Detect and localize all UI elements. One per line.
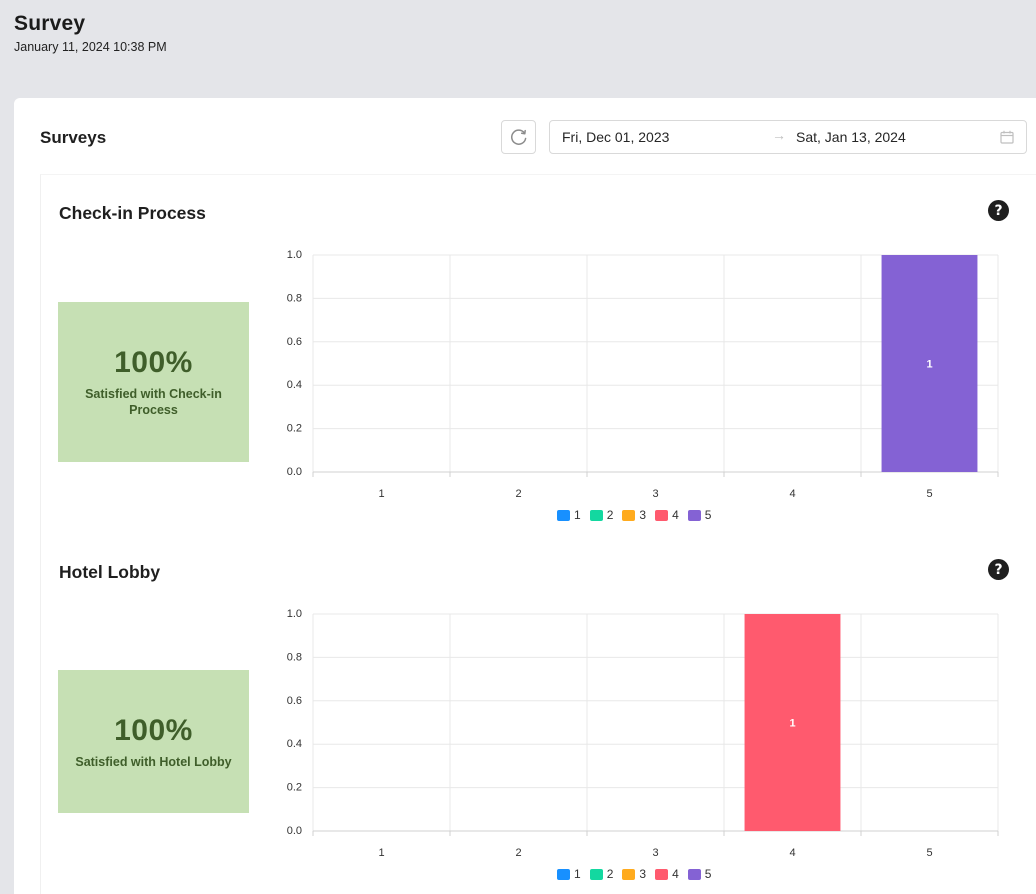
refresh-button[interactable] (501, 120, 536, 154)
x-tick-label: 2 (515, 847, 521, 859)
y-tick-label: 0.6 (287, 336, 302, 348)
x-tick-label: 4 (789, 847, 795, 859)
legend-label: 5 (704, 508, 712, 522)
legend-item[interactable]: 4 (655, 867, 679, 881)
survey-title: Check-in Process (59, 203, 206, 223)
survey-bar-chart: 0.0 0.2 0.4 0.6 0.8 1.0 1 2 3 1 4 5 (287, 608, 999, 859)
legend-swatch (622, 868, 636, 880)
survey-section: Check-in Process ? 100% Satisfied with C… (41, 175, 1036, 535)
survey-list: Check-in Process ? 100% Satisfied with C… (40, 174, 1036, 894)
bar-data-label: 1 (926, 359, 932, 371)
x-tick-label: 1 (378, 488, 384, 500)
legend-swatch (687, 509, 701, 521)
legend-swatch (622, 509, 636, 521)
legend-item[interactable]: 2 (589, 508, 614, 522)
y-tick-label: 0.0 (287, 825, 302, 837)
date-range-picker[interactable]: Fri, Dec 01, 2023 → Sat, Jan 13, 2024 (549, 120, 1027, 154)
legend-label: 3 (639, 508, 647, 522)
y-tick-label: 0.2 (287, 782, 302, 794)
legend-swatch (589, 509, 603, 521)
legend-item[interactable]: 5 (687, 867, 712, 881)
x-tick-label: 1 (378, 847, 384, 859)
x-tick-label: 3 (652, 488, 658, 500)
survey-title: Hotel Lobby (59, 562, 161, 582)
page-timestamp: January 11, 2024 10:38 PM (14, 40, 167, 54)
x-tick-label: 2 (515, 488, 521, 500)
calendar-icon[interactable] (1000, 130, 1014, 144)
page-title: Survey (14, 12, 86, 35)
legend-swatch (557, 868, 570, 880)
card-title: Surveys (40, 128, 107, 147)
legend-swatch (557, 509, 570, 521)
y-tick-label: 0.6 (287, 695, 302, 707)
legend-swatch (655, 868, 669, 880)
legend-label: 4 (672, 508, 679, 522)
range-end-input[interactable]: Sat, Jan 13, 2024 (796, 129, 906, 145)
bar-data-label: 1 (789, 718, 795, 730)
legend-swatch (687, 868, 701, 880)
survey-bar-chart: 0.0 0.2 0.4 0.6 0.8 1.0 1 2 3 4 1 5 (287, 249, 999, 500)
x-tick-label: 3 (652, 847, 658, 859)
range-start-input[interactable]: Fri, Dec 01, 2023 (562, 129, 670, 145)
legend-label: 4 (672, 867, 679, 881)
range-arrow-icon: → (772, 127, 786, 143)
chart-legend: 1 2 3 4 5 (557, 508, 720, 522)
legend-label: 1 (574, 867, 581, 881)
legend-item[interactable]: 2 (589, 867, 614, 881)
legend-label: 3 (639, 867, 647, 881)
legend-item[interactable]: 3 (622, 508, 646, 522)
page-header: Survey January 11, 2024 10:38 PM (14, 12, 167, 54)
surveys-card: Surveys Fri, Dec 01, 2023 → Sat, Jan 13,… (14, 98, 1036, 894)
y-tick-label: 1.0 (287, 608, 302, 620)
survey-section: Hotel Lobby ? 100% Satisfied with Hotel … (41, 534, 1036, 894)
satisfaction-stat-box: 100% Satisfied with Check-in Process (58, 302, 249, 462)
bar (881, 255, 978, 472)
satisfaction-label: Satisfied with Hotel Lobby (75, 754, 232, 769)
bar (744, 614, 841, 831)
satisfaction-percent: 100% (114, 713, 193, 747)
y-tick-label: 0.8 (287, 651, 302, 663)
help-icon[interactable]: ? (988, 200, 1009, 221)
y-tick-label: 1.0 (287, 249, 302, 261)
x-tick-label: 5 (926, 847, 932, 859)
legend-label: 5 (704, 867, 712, 881)
x-tick-label: 5 (926, 488, 932, 500)
y-tick-label: 0.4 (287, 379, 302, 391)
legend-swatch (655, 509, 669, 521)
satisfaction-percent: 100% (114, 346, 193, 379)
legend-label: 2 (606, 867, 614, 881)
legend-swatch (589, 868, 603, 880)
help-icon[interactable]: ? (988, 559, 1009, 580)
legend-item[interactable]: 4 (655, 508, 679, 522)
satisfaction-label: Satisfied with Check-in Process (85, 387, 222, 417)
legend-label: 1 (574, 508, 581, 522)
y-tick-label: 0.4 (287, 738, 302, 750)
legend-item[interactable]: 5 (687, 508, 712, 522)
legend-item[interactable]: 1 (557, 508, 581, 522)
x-tick-label: 4 (789, 488, 795, 500)
refresh-icon (510, 129, 526, 145)
legend-item[interactable]: 1 (557, 867, 581, 881)
chart-legend: 1 2 3 4 5 (557, 867, 720, 881)
legend-label: 2 (606, 508, 614, 522)
y-tick-label: 0.2 (287, 423, 302, 435)
legend-item[interactable]: 3 (622, 867, 646, 881)
y-tick-label: 0.0 (287, 466, 302, 478)
y-tick-label: 0.8 (287, 292, 302, 304)
satisfaction-stat-box: 100% Satisfied with Hotel Lobby (58, 670, 249, 813)
